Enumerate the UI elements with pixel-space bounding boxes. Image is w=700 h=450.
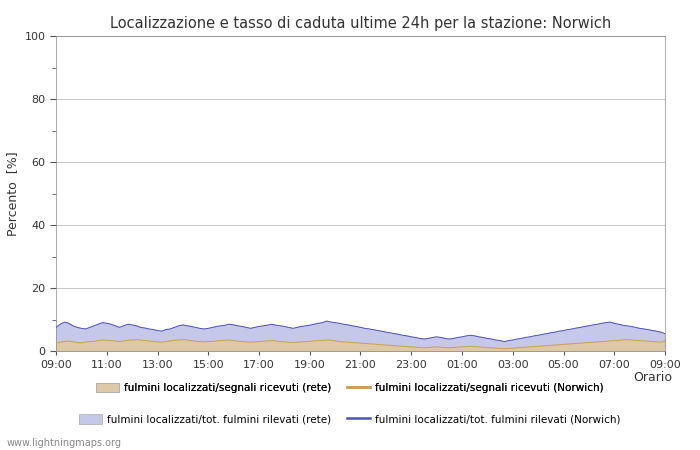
- Text: Orario: Orario: [633, 371, 672, 384]
- Y-axis label: Percento  [%]: Percento [%]: [6, 151, 19, 236]
- Legend: fulmini localizzati/segnali ricevuti (rete), fulmini localizzati/segnali ricevut: fulmini localizzati/segnali ricevuti (re…: [96, 383, 604, 393]
- Text: www.lightningmaps.org: www.lightningmaps.org: [7, 438, 122, 448]
- Legend: fulmini localizzati/tot. fulmini rilevati (rete), fulmini localizzati/tot. fulmi: fulmini localizzati/tot. fulmini rilevat…: [79, 414, 621, 424]
- Title: Localizzazione e tasso di caduta ultime 24h per la stazione: Norwich: Localizzazione e tasso di caduta ultime …: [110, 16, 611, 31]
